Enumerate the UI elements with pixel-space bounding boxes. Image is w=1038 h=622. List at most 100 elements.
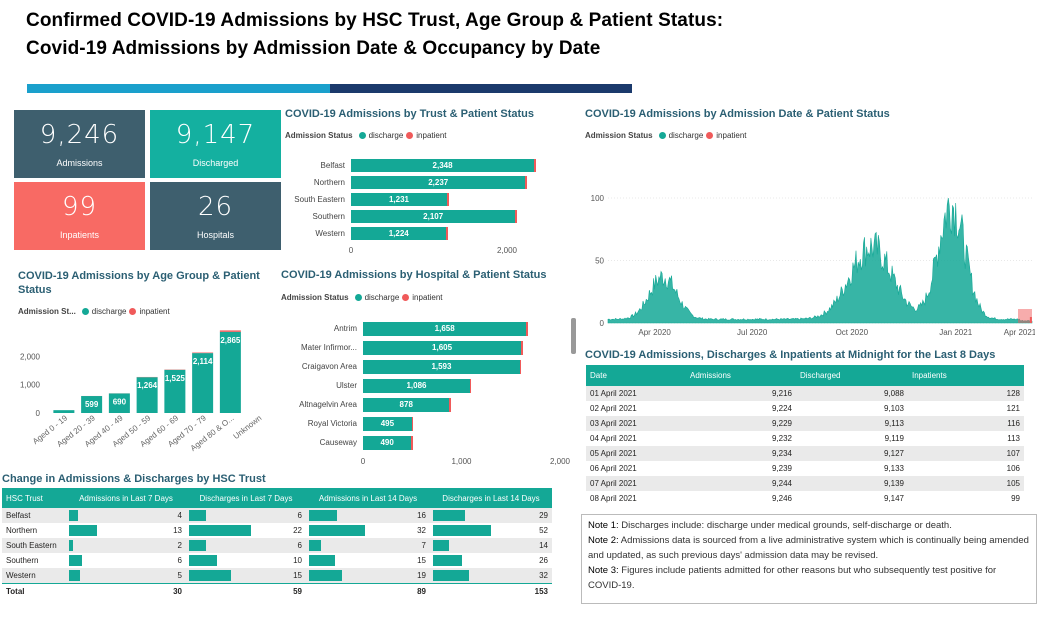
date-chart-title: COVID-19 Admissions by Admission Date & …: [585, 108, 890, 120]
inpatient-bar[interactable]: [449, 398, 451, 412]
cell-value: 29: [539, 511, 548, 520]
discharge-area[interactable]: [607, 197, 1033, 324]
kpi-value: 9,246: [39, 120, 120, 150]
hospital-chart[interactable]: Antrim 1,658 Mater Infirmor... 1,605 Craigav…: [281, 318, 571, 474]
column-header[interactable]: Admissions in Last 14 Days: [306, 488, 430, 508]
table-row[interactable]: Belfast 4 6 16 29: [2, 508, 552, 523]
column-header[interactable]: Admissions in Last 7 Days: [66, 488, 186, 508]
discharge-column[interactable]: [192, 353, 214, 413]
discharge-column[interactable]: [219, 331, 241, 413]
table-row[interactable]: 06 April 2021 9,239 9,133 106: [586, 461, 1024, 476]
inpatient-bar[interactable]: [526, 322, 528, 336]
inpatient-column[interactable]: [219, 330, 241, 332]
change-table-title: Change in Admissions & Discharges by HSC…: [2, 473, 266, 485]
trust-chart[interactable]: Belfast 2,348 Northern 2,237 South Eastern 1,…: [285, 155, 555, 267]
table-row[interactable]: Western 5 15 19 32: [2, 568, 552, 583]
inpatient-column[interactable]: [192, 352, 214, 354]
discharge-column[interactable]: [53, 410, 75, 413]
discharge-column[interactable]: [81, 396, 103, 413]
bar-value-label: 2,348: [432, 161, 453, 170]
column-value-label: 2,114: [193, 357, 213, 366]
date-chart[interactable]: 0 50 100 Apr 2020 Jul 2020 Oct 2020 Jan 2021 Ap…: [580, 165, 1035, 343]
discharge-bar[interactable]: [351, 159, 535, 172]
discharge-column[interactable]: [108, 393, 130, 413]
table-row[interactable]: 02 April 2021 9,224 9,103 121: [586, 401, 1024, 416]
axis-tick-label: 2,000: [496, 246, 518, 255]
change-table: HSC Trust Admissions in Last 7 Days Discha…: [2, 488, 552, 599]
table-row[interactable]: 01 April 2021 9,216 9,088 128: [586, 386, 1024, 401]
discharge-column[interactable]: [136, 377, 158, 413]
data-bar: [433, 525, 491, 536]
trust-chart-legend[interactable]: Admission Status discharge inpatient: [285, 131, 447, 140]
bar-category-label: South Eastern: [294, 195, 345, 204]
inpatient-bar[interactable]: [519, 360, 522, 374]
cell-value: Northern: [6, 526, 38, 535]
discharge-bar[interactable]: [363, 417, 412, 431]
discharge-bar[interactable]: [351, 193, 448, 206]
inpatient-bar[interactable]: [447, 193, 449, 206]
column-header[interactable]: HSC Trust: [2, 488, 66, 508]
table-row[interactable]: 08 April 2021 9,246 9,147 99: [586, 491, 1024, 506]
table-row[interactable]: 07 April 2021 9,244 9,139 105: [586, 476, 1024, 491]
inpatient-bar[interactable]: [534, 159, 536, 172]
inpatient-bar[interactable]: [469, 379, 472, 393]
kpi-card-discharged: 9,147 Discharged: [150, 110, 281, 178]
discharge-bar[interactable]: [363, 436, 412, 450]
total-cell: 89: [417, 586, 426, 596]
discharge-bar[interactable]: [351, 227, 447, 240]
kpi-value: 9,147: [175, 120, 256, 150]
inpatient-bar[interactable]: [521, 341, 523, 355]
table-cell: 99: [1011, 494, 1020, 503]
data-bar: [69, 525, 97, 536]
table-row[interactable]: Southern 6 10 15 26: [2, 553, 552, 568]
table-cell: 9,246: [771, 494, 792, 503]
date-chart-legend[interactable]: Admission Status discharge inpatient: [585, 131, 747, 140]
discharge-column[interactable]: [164, 369, 186, 413]
discharge-bar[interactable]: [363, 341, 522, 355]
age-chart-legend[interactable]: Admission St... discharge inpatient: [18, 307, 170, 316]
table-row[interactable]: 04 April 2021 9,232 9,119 113: [586, 431, 1024, 446]
column-header[interactable]: Discharges in Last 14 Days: [430, 488, 552, 508]
table-cell: 2: [66, 538, 186, 553]
discharge-bar[interactable]: [363, 360, 520, 374]
table-cell: 9,133: [883, 464, 904, 473]
bar-value-label: 2,237: [428, 178, 449, 187]
discharge-bar[interactable]: [351, 176, 526, 189]
page-title-line2: Covid-19 Admissions by Admission Date & …: [26, 38, 601, 59]
column-header[interactable]: Discharges in Last 7 Days: [186, 488, 306, 508]
discharge-bar[interactable]: [351, 210, 516, 223]
column-header[interactable]: Discharged: [796, 365, 908, 386]
column-header[interactable]: Date: [586, 365, 686, 386]
table-row[interactable]: South Eastern 2 6 7 14: [2, 538, 552, 553]
data-bar: [433, 510, 466, 521]
inpatient-bar[interactable]: [515, 210, 517, 223]
inpatient-bar[interactable]: [411, 436, 413, 450]
legend-discharge: discharge: [91, 307, 127, 316]
inpatient-area[interactable]: [1018, 309, 1032, 323]
table-cell: 9,119: [884, 434, 904, 443]
inpatient-bar[interactable]: [525, 176, 527, 189]
kpi-label: Inpatients: [59, 230, 100, 240]
hospital-chart-legend[interactable]: Admission Status discharge inpatient: [281, 293, 443, 302]
inpatient-bar[interactable]: [446, 227, 448, 240]
column-header[interactable]: Inpatients: [908, 365, 1024, 386]
column-header[interactable]: Admissions: [686, 365, 796, 386]
column-value-label: 599: [85, 400, 99, 409]
table-cell: 08 April 2021: [590, 494, 637, 503]
discharge-bar[interactable]: [363, 379, 470, 393]
inpatient-bar[interactable]: [411, 417, 414, 431]
table-row[interactable]: Northern 13 22 32 52: [2, 523, 552, 538]
table-row[interactable]: 03 April 2021 9,229 9,113 116: [586, 416, 1024, 431]
data-bar: [189, 555, 218, 566]
inpatient-area[interactable]: [1029, 317, 1032, 323]
discharge-bar[interactable]: [363, 322, 527, 336]
table-header-row: HSC Trust Admissions in Last 7 Days Discha…: [2, 488, 552, 508]
note-item: Note 1: Discharges include: discharge un…: [588, 518, 1030, 533]
discharge-legend-dot: [658, 132, 666, 139]
discharge-bar[interactable]: [363, 398, 450, 412]
notes-box: Note 1: Discharges include: discharge un…: [581, 514, 1037, 604]
cell-value: South Eastern: [6, 541, 57, 550]
hospital-chart-scrollbar[interactable]: [571, 318, 576, 354]
table-row[interactable]: 05 April 2021 9,234 9,127 107: [586, 446, 1024, 461]
